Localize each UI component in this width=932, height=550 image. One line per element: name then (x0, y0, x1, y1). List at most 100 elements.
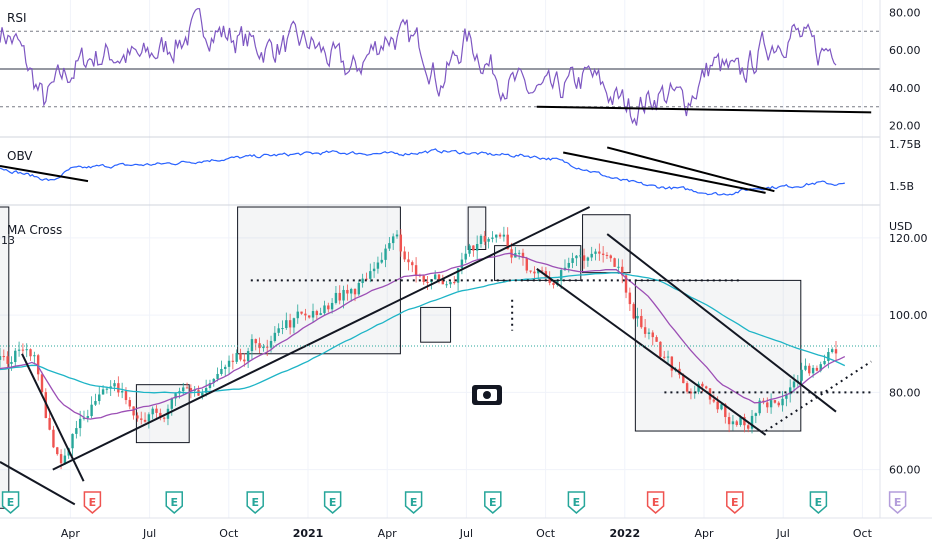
candle (220, 360, 223, 376)
candle (75, 420, 78, 439)
candle (349, 287, 353, 302)
candle (94, 393, 97, 407)
rsi-trendline[interactable] (536, 105, 872, 114)
candle (63, 448, 67, 465)
candle (0, 347, 2, 368)
candle (655, 335, 658, 342)
rsi-line (0, 8, 837, 126)
price-trendline[interactable] (52, 206, 591, 471)
candle (712, 394, 716, 404)
candle (117, 376, 120, 397)
candle (403, 246, 406, 262)
candle (48, 412, 51, 431)
earnings-marker[interactable]: E (567, 491, 586, 514)
earnings-marker-glyph: E (251, 496, 259, 509)
candle (82, 410, 86, 421)
candle (743, 413, 746, 433)
candle (6, 351, 9, 369)
price-pane: MA Cross 13 E E E E E E E E E E E E (0, 206, 907, 514)
earnings-marker-glyph: E (731, 496, 739, 509)
earnings-marker[interactable]: E (809, 491, 828, 514)
candle (262, 343, 265, 352)
earnings-marker[interactable]: E (888, 491, 907, 514)
candle (315, 309, 319, 321)
earnings-marker[interactable]: E (246, 491, 264, 514)
obv-pane: OBV (0, 146, 845, 196)
candle (453, 276, 456, 285)
candle (174, 392, 177, 407)
earnings-marker[interactable]: E (404, 491, 423, 514)
candle (575, 254, 578, 267)
candle (201, 388, 204, 400)
time-axis-tick-label: Oct (853, 527, 873, 540)
candle (685, 381, 689, 394)
candle (323, 300, 326, 316)
candle (258, 337, 261, 354)
candle (834, 341, 838, 362)
candle (781, 391, 784, 412)
earnings-marker-glyph: E (815, 496, 823, 509)
candle (506, 227, 509, 250)
earnings-marker[interactable]: E (646, 491, 665, 514)
ma-fast-line (0, 252, 846, 420)
drawing-rectangle[interactable] (420, 306, 452, 343)
obv-trendline[interactable] (0, 164, 89, 183)
obv-trendlines (0, 146, 775, 194)
drawing-rectangle[interactable] (237, 206, 401, 355)
candle (170, 397, 173, 416)
candle (598, 243, 601, 261)
earnings-marker[interactable]: E (1, 491, 20, 514)
candle (136, 412, 139, 422)
candle (147, 412, 151, 429)
candle (71, 433, 74, 456)
drawing-rectangle[interactable] (135, 384, 190, 444)
axis-tick-label: 20.00 (889, 120, 921, 133)
drawing-rectangle[interactable] (494, 245, 582, 281)
time-axis-tick-label: Jul (776, 527, 790, 540)
earnings-marker[interactable]: E (165, 491, 183, 514)
obv-axis-ticks: 1.75B 1.5B (889, 138, 921, 193)
price-trendline[interactable] (606, 233, 837, 413)
candle (250, 334, 254, 360)
candle (628, 287, 632, 311)
candle (285, 312, 288, 330)
candle (132, 406, 135, 420)
axis-tick-label: 80.00 (889, 386, 921, 399)
candle (624, 272, 628, 299)
candle (56, 446, 59, 456)
candle (388, 237, 391, 251)
earnings-marker[interactable]: E (726, 491, 744, 514)
candle (162, 416, 166, 423)
drawing-rectangle[interactable] (582, 214, 631, 274)
candle (731, 415, 735, 431)
candle (621, 259, 624, 284)
candle (151, 406, 154, 420)
candle (426, 276, 429, 290)
axis-tick-label: 60.00 (889, 44, 921, 57)
obv-trendline[interactable] (606, 146, 775, 193)
earnings-marker-glyph: E (489, 496, 497, 509)
dividend-marker[interactable] (472, 385, 502, 405)
candle (735, 419, 738, 427)
candle (491, 231, 494, 243)
price-trendline[interactable] (536, 267, 767, 436)
earnings-marker[interactable]: E (83, 491, 102, 514)
candle (517, 249, 521, 260)
earnings-marker[interactable]: E (484, 491, 502, 514)
candle (808, 363, 811, 376)
candle (292, 317, 296, 334)
candle (533, 266, 536, 281)
candle (319, 307, 322, 316)
earnings-marker[interactable]: E (323, 491, 342, 514)
price-trendline[interactable] (0, 461, 76, 506)
earnings-marker-glyph: E (410, 496, 418, 509)
candle (308, 315, 311, 319)
candle (29, 348, 32, 361)
candle (804, 358, 807, 372)
rsi-pane-label: RSI (7, 11, 27, 25)
time-axis-tick-label: Oct (219, 527, 239, 540)
candle (769, 393, 773, 414)
candle (689, 388, 693, 400)
obv-trendline[interactable] (563, 151, 766, 194)
